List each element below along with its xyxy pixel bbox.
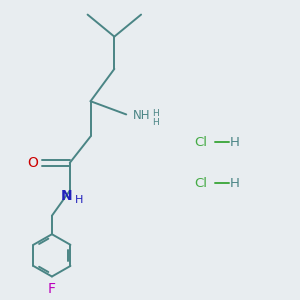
Text: NH: NH — [133, 110, 150, 122]
Text: N: N — [60, 189, 72, 203]
Text: Cl: Cl — [195, 136, 208, 149]
Text: F: F — [48, 282, 56, 296]
Text: H: H — [75, 196, 83, 206]
Text: H: H — [230, 136, 240, 149]
Text: Cl: Cl — [195, 177, 208, 190]
Text: H: H — [230, 177, 240, 190]
Text: H: H — [152, 118, 159, 127]
Text: H: H — [152, 109, 159, 118]
Text: O: O — [27, 156, 38, 170]
